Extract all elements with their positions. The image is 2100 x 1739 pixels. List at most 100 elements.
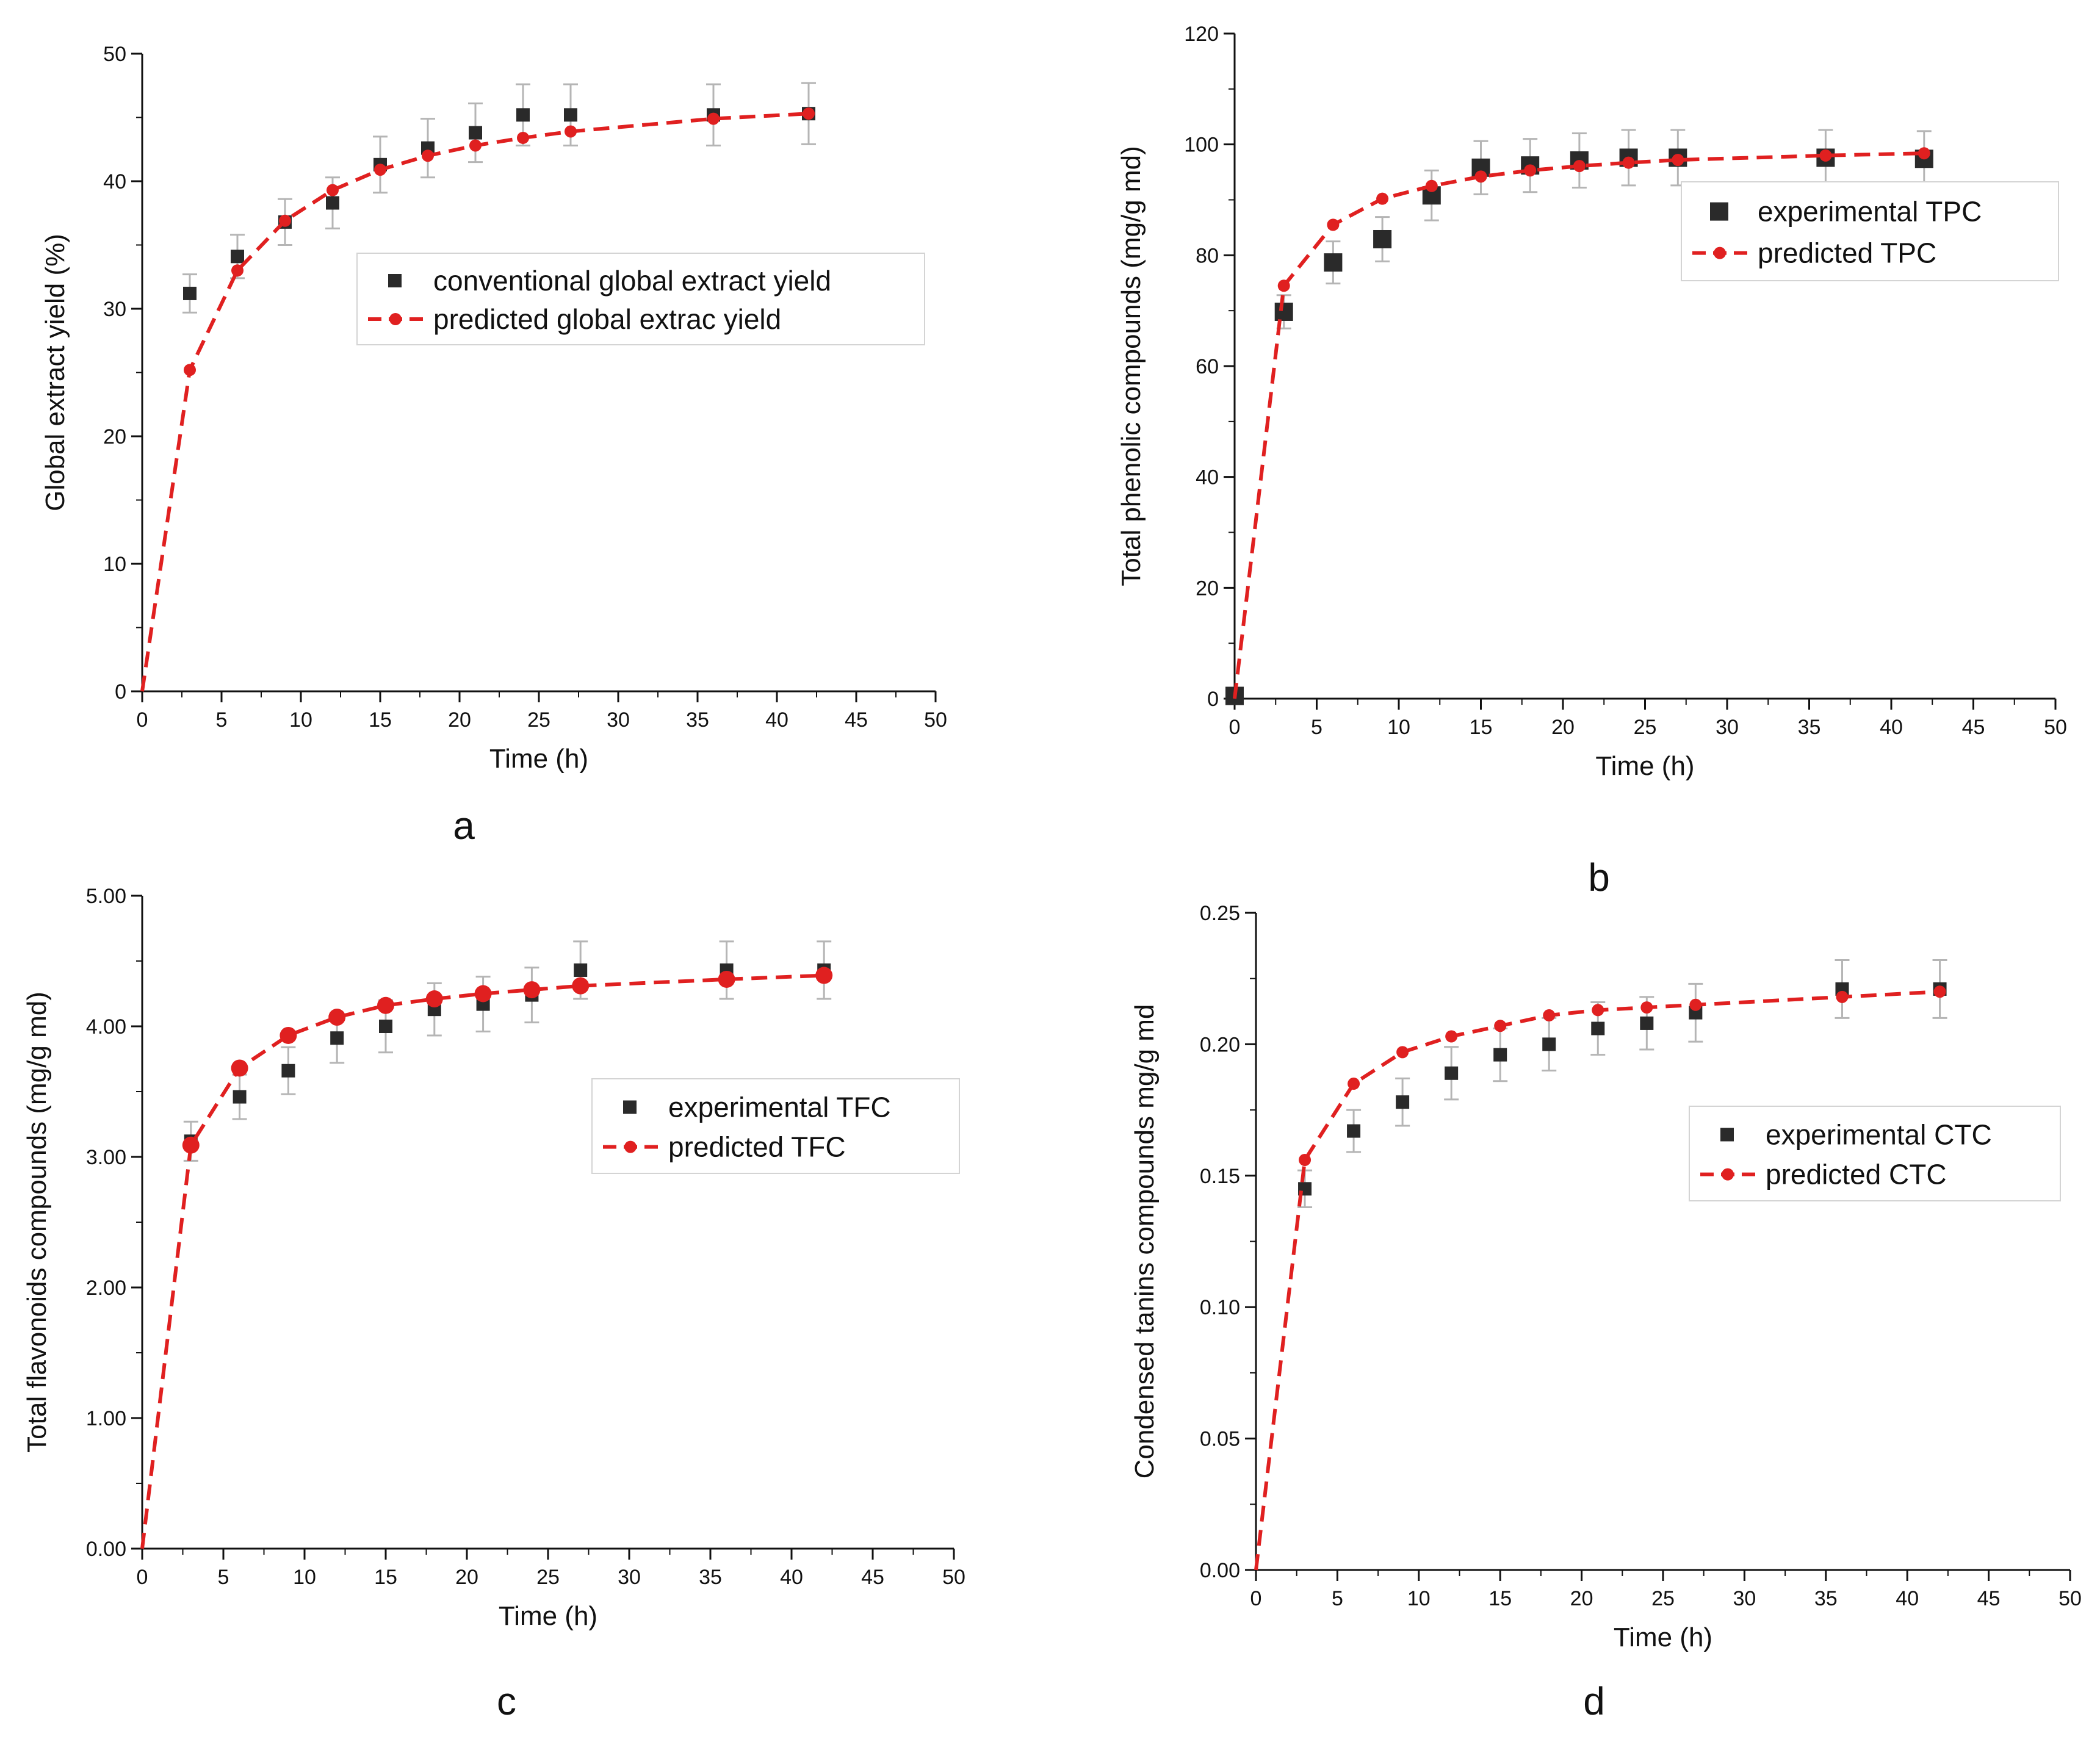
- experimental-data-point: [574, 963, 588, 977]
- predicted-data-point: [803, 107, 815, 120]
- experimental-data-point: [516, 108, 530, 122]
- legend-box: [1681, 181, 2059, 281]
- x-tick-label: 5: [218, 1566, 229, 1589]
- experimental-data-point: [1373, 229, 1392, 248]
- y-tick-label: 80: [1196, 244, 1219, 267]
- experimental-data-point: [1493, 1048, 1507, 1062]
- y-tick-label: 0.15: [1200, 1165, 1240, 1188]
- x-tick-label: 10: [1407, 1587, 1431, 1610]
- y-tick-label: 100: [1184, 134, 1219, 157]
- x-tick-label: 10: [289, 708, 312, 732]
- y-axis-label: Condensed tanins compounds mg/g md: [1130, 1004, 1160, 1479]
- predicted-data-point: [1348, 1078, 1360, 1090]
- predicted-data-point: [1327, 218, 1340, 231]
- legend-experimental-marker: [1710, 202, 1728, 221]
- experimental-data-point: [326, 196, 339, 210]
- legend-predicted-marker: [624, 1140, 637, 1153]
- x-tick-label: 10: [293, 1566, 316, 1589]
- predicted-data-point: [1543, 1009, 1556, 1022]
- x-tick-label: 50: [924, 708, 947, 732]
- predicted-data-point: [422, 149, 434, 162]
- x-tick-label: 20: [455, 1566, 478, 1589]
- legend: experimental CTC predicted CTC: [1689, 1106, 2061, 1201]
- panel-letter: b: [1588, 855, 1610, 899]
- x-tick-label: 30: [618, 1566, 641, 1589]
- x-tick-label: 20: [448, 708, 471, 732]
- x-tick-label: 35: [686, 708, 709, 732]
- y-tick-label: 20: [103, 425, 126, 448]
- predicted-data-point: [184, 364, 196, 376]
- predicted-data-point: [279, 214, 291, 227]
- experimental-data-point: [183, 286, 197, 300]
- y-tick-label: 50: [103, 43, 126, 66]
- predicted-data-point: [1299, 1153, 1312, 1166]
- x-tick-label: 30: [1716, 716, 1739, 739]
- predicted-data-point: [1445, 1030, 1458, 1043]
- y-tick-label: 0.00: [1200, 1559, 1240, 1582]
- legend: experimental TFC predicted TFC: [591, 1078, 960, 1174]
- y-tick-label: 2.00: [86, 1276, 126, 1300]
- y-tick-label: 120: [1184, 23, 1219, 46]
- predicted-data-point: [328, 1009, 346, 1026]
- experimental-data-point: [1347, 1124, 1361, 1138]
- legend-experimental-marker: [1720, 1128, 1734, 1142]
- x-tick-label: 20: [1551, 716, 1575, 739]
- x-tick-label: 30: [1733, 1587, 1756, 1610]
- y-axis-label: Global extract yield (%): [40, 234, 70, 511]
- x-tick-label: 20: [1570, 1587, 1593, 1610]
- predicted-data-point: [572, 977, 590, 995]
- y-tick-label: 1.00: [86, 1407, 126, 1430]
- experimental-data-point: [379, 1020, 392, 1033]
- x-axis-label: Time (h): [489, 744, 588, 774]
- x-tick-label: 25: [1651, 1587, 1675, 1610]
- y-tick-label: 0: [115, 680, 126, 704]
- predicted-data-point: [1425, 179, 1438, 192]
- predicted-data-point: [1836, 990, 1849, 1003]
- y-tick-label: 0: [1207, 688, 1219, 711]
- legend-predicted-label: predicted TFC: [668, 1131, 846, 1163]
- x-tick-label: 35: [699, 1566, 722, 1589]
- legend-predicted-marker: [389, 313, 402, 325]
- x-axis-label: Time (h): [1614, 1622, 1712, 1652]
- x-axis-label: Time (h): [499, 1601, 597, 1631]
- panel-letter: c: [497, 1679, 516, 1723]
- x-tick-label: 40: [765, 708, 788, 732]
- x-tick-label: 35: [1798, 716, 1821, 739]
- x-tick-label: 25: [527, 708, 550, 732]
- y-tick-label: 40: [103, 170, 126, 193]
- predicted-data-point: [707, 112, 720, 125]
- y-tick-label: 20: [1196, 577, 1219, 600]
- y-tick-label: 4.00: [86, 1015, 126, 1039]
- predicted-data-point: [469, 139, 482, 152]
- experimental-data-point: [1396, 1095, 1410, 1109]
- experimental-data-point: [469, 126, 482, 140]
- chart-panel-a: 0 5 10 15 20 25 30 35 40 45 50 0 10 20 30 40 50 Time (h) G…: [40, 43, 947, 848]
- legend-predicted-marker: [1714, 247, 1726, 259]
- predicted-data-point: [182, 1136, 200, 1154]
- x-tick-label: 50: [2059, 1587, 2082, 1610]
- x-tick-label: 40: [1880, 716, 1903, 739]
- legend-box: [1689, 1106, 2061, 1201]
- y-axis-label: Total phenolic compounds (mg/g md): [1116, 146, 1146, 586]
- legend-experimental-marker: [388, 274, 402, 287]
- y-tick-label: 0.25: [1200, 902, 1240, 925]
- experimental-data-point: [1542, 1037, 1556, 1051]
- predicted-data-point: [231, 1059, 248, 1077]
- legend-experimental-label: experimental CTC: [1766, 1119, 1992, 1151]
- x-tick-label: 45: [1977, 1587, 2001, 1610]
- predicted-series-line: [140, 112, 809, 692]
- x-tick-label: 35: [1814, 1587, 1838, 1610]
- x-tick-label: 5: [216, 708, 228, 732]
- predicted-data-point: [517, 131, 529, 144]
- x-tick-label: 40: [780, 1566, 803, 1589]
- y-tick-label: 0.20: [1200, 1033, 1240, 1056]
- x-axis-label: Time (h): [1595, 751, 1694, 781]
- legend-predicted-label: predicted TPC: [1758, 237, 1936, 269]
- x-tick-label: 50: [2044, 716, 2067, 739]
- legend-experimental-marker: [623, 1100, 637, 1114]
- y-tick-label: 10: [103, 553, 126, 576]
- predicted-data-point: [1933, 985, 1946, 998]
- predicted-series-line: [1254, 990, 1940, 1571]
- y-tick-label: 60: [1196, 355, 1219, 378]
- predicted-data-point: [1376, 192, 1389, 205]
